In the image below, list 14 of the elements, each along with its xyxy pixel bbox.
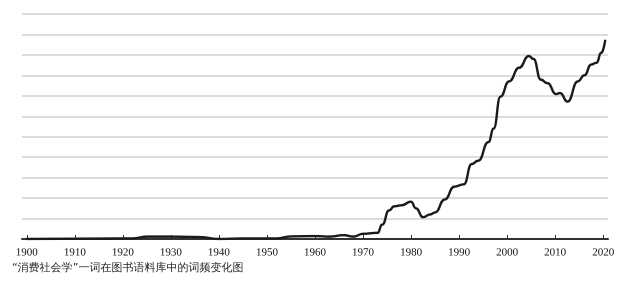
x-tick-label: 1950 xyxy=(256,246,278,258)
x-tick-label: 1990 xyxy=(448,246,471,258)
x-tick-label: 1900 xyxy=(16,246,38,258)
x-tick-label: 1970 xyxy=(352,246,375,258)
text: “消费社会学”一词在图书语料库中的词频变化图 xyxy=(12,261,244,274)
x-tick-label: 2000 xyxy=(496,246,519,258)
x-tick-label: 1980 xyxy=(400,246,423,258)
x-tick-label: 2020 xyxy=(592,246,615,258)
x-tick-label: 1930 xyxy=(160,246,182,258)
x-tick-label: 1940 xyxy=(208,246,230,258)
x-tick-label: 1910 xyxy=(64,246,86,258)
x-tick-label: 1920 xyxy=(112,246,134,258)
x-tick-label: 2010 xyxy=(544,246,567,258)
x-tick-label: 1960 xyxy=(304,246,326,258)
